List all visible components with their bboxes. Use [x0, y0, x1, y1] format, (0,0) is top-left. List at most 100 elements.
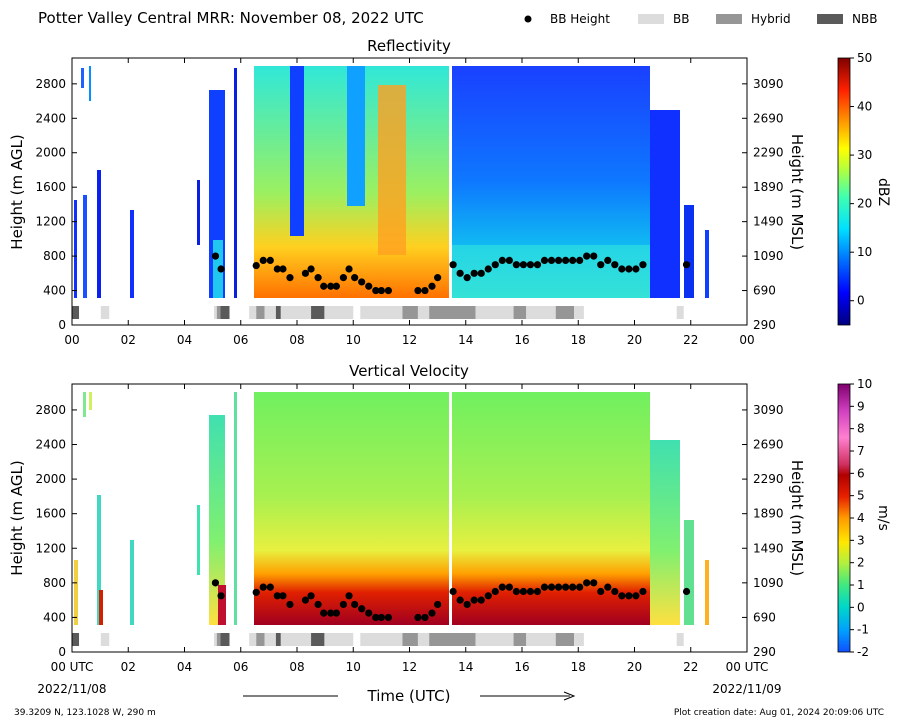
- bb-height-point: [279, 265, 287, 273]
- bb-height-point: [526, 261, 535, 269]
- bb-bar-segment: [417, 306, 430, 319]
- bb-height-point: [421, 286, 429, 295]
- x-tick-label: 06: [233, 660, 248, 674]
- bb-height-point: [301, 596, 310, 604]
- bb-height-point: [273, 592, 281, 600]
- bb-bar-segment: [100, 633, 110, 646]
- bb-height-point: [498, 583, 506, 591]
- x-tick-label: 02: [121, 660, 136, 674]
- figure-title: Potter Valley Central MRR: November 08, …: [38, 9, 424, 27]
- velocity-y2-ticks: 290 690 1090 1490 1890 2290 2690 3090: [742, 403, 784, 659]
- bb-height-point: [327, 609, 335, 617]
- x-tick-label: 14: [458, 333, 473, 347]
- y-tick-label: 800: [43, 249, 66, 263]
- bb-height-point: [498, 256, 506, 265]
- bb-bar-segment: [324, 306, 354, 319]
- echo-strip: [89, 66, 91, 101]
- bb-height-point: [484, 592, 492, 600]
- colorbar-tick-label: 50: [857, 51, 872, 65]
- bb-bar-segment: [475, 633, 514, 646]
- bb-bar-segment: [280, 633, 312, 646]
- velocity-bb-bar: [72, 633, 684, 646]
- bb-height-point: [597, 587, 605, 596]
- bb-height-point: [477, 269, 485, 277]
- bb-bar-segment: [256, 306, 265, 319]
- bb-height-point: [519, 261, 528, 269]
- reflectivity-ylabel: Height (m AGL): [8, 134, 26, 249]
- x-tick-label: 06: [233, 333, 248, 347]
- y2-tick-label: 1090: [753, 249, 784, 263]
- legend-bb-label: BB: [673, 12, 689, 26]
- velocity-panel: Vertical Velocity 0400800120016002000240…: [8, 362, 891, 674]
- bb-height-point: [569, 583, 577, 591]
- echo-strip: [197, 180, 200, 245]
- x-tick-label: 20: [627, 660, 642, 674]
- bb-height-point: [259, 583, 267, 591]
- y2-tick-label: 290: [753, 318, 776, 332]
- bb-height-point: [463, 274, 471, 282]
- echo-strip: [74, 200, 77, 298]
- bb-height-point: [639, 261, 647, 269]
- bb-bar-segment: [574, 306, 584, 319]
- bb-bar-segment: [216, 633, 221, 646]
- bb-bar-segment: [264, 306, 276, 319]
- y2-tick-label: 2690: [753, 438, 784, 452]
- legend-nbb-label: NBB: [852, 12, 877, 26]
- bb-height-point: [421, 613, 429, 622]
- bb-bar-segment: [417, 633, 430, 646]
- x-tick-label: 08: [289, 333, 304, 347]
- bb-height-point: [358, 605, 366, 613]
- y2-tick-label: 690: [753, 284, 776, 298]
- bb-height-point: [533, 587, 542, 596]
- y-tick-label: 800: [43, 576, 66, 590]
- colorbar-tick-label: 7: [857, 444, 865, 458]
- x-tick-label: 04: [177, 333, 192, 347]
- bb-height-point: [434, 600, 442, 609]
- bb-height-point: [286, 600, 294, 609]
- reflectivity-field: [74, 66, 709, 298]
- bb-height-point: [576, 256, 584, 265]
- x-tick-label: 16: [514, 333, 529, 347]
- bb-height-point: [372, 613, 380, 622]
- y2-tick-label: 1890: [753, 507, 784, 521]
- bb-height-point: [365, 609, 373, 617]
- bb-height-point: [449, 587, 457, 596]
- bb-height-point: [273, 265, 281, 273]
- bb-bar-segment: [214, 633, 217, 646]
- bb-height-point: [414, 613, 422, 622]
- y2-tick-label: 290: [753, 645, 776, 659]
- bb-bar-segment: [574, 633, 584, 646]
- bb-height-point: [211, 579, 220, 587]
- bb-height-point: [301, 269, 310, 277]
- velocity-colorbar-label: m/s: [875, 505, 891, 531]
- velocity-y2label: Height (m MSL): [788, 460, 806, 576]
- colorbar-tick-label: 4: [857, 511, 865, 525]
- reflectivity-x-ticks: 00 02 04 06 08 10 12 14 16 18 20 22 00: [64, 58, 755, 347]
- y-tick-label: 400: [43, 284, 66, 298]
- bb-height-point: [611, 587, 619, 596]
- velocity-strip: [89, 392, 92, 410]
- colorbar-tick-label: 2: [857, 556, 865, 570]
- bb-height-point: [491, 261, 499, 269]
- bb-height-point: [682, 261, 691, 269]
- bb-height-point: [639, 587, 647, 596]
- bb-bar-segment: [526, 633, 556, 646]
- bb-bar-segment: [402, 633, 418, 646]
- bb-height-point: [351, 600, 359, 609]
- velocity-strip: [209, 415, 225, 625]
- bb-bar-segment: [220, 306, 230, 319]
- bb-bar-segment: [555, 306, 575, 319]
- bb-height-point: [217, 592, 225, 600]
- creation-date-label: Plot creation date: Aug 01, 2024 20:09:0…: [674, 708, 884, 718]
- bb-height-point: [449, 261, 457, 269]
- bb-height-point: [569, 256, 577, 265]
- velocity-title: Vertical Velocity: [349, 362, 469, 380]
- reflectivity-y-ticks: 0 400 800 1200 1600 2000 2400 2800: [35, 77, 77, 332]
- bb-height-point: [320, 609, 328, 617]
- bb-height-point: [554, 256, 563, 265]
- bb-height-point: [456, 596, 464, 604]
- x-tick-label: 12: [402, 333, 417, 347]
- bb-height-point: [463, 600, 471, 609]
- bb-height-point: [540, 256, 549, 265]
- bb-height-point: [339, 600, 348, 609]
